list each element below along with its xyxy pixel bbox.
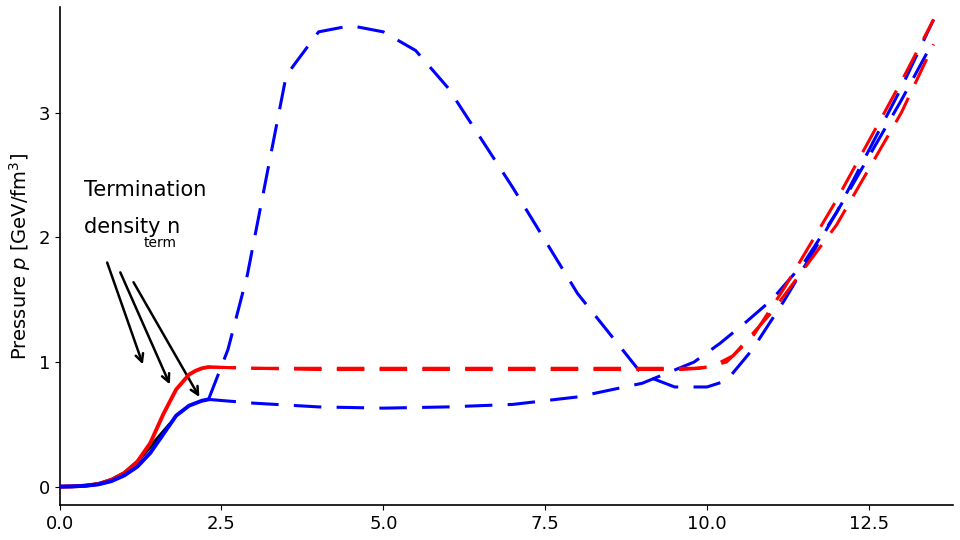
Text: Termination: Termination	[84, 180, 206, 200]
Text: term: term	[144, 236, 177, 250]
Text: density n: density n	[84, 218, 180, 238]
Y-axis label: Pressure $p$ [GeV/fm$^3$]: Pressure $p$ [GeV/fm$^3$]	[7, 153, 33, 360]
